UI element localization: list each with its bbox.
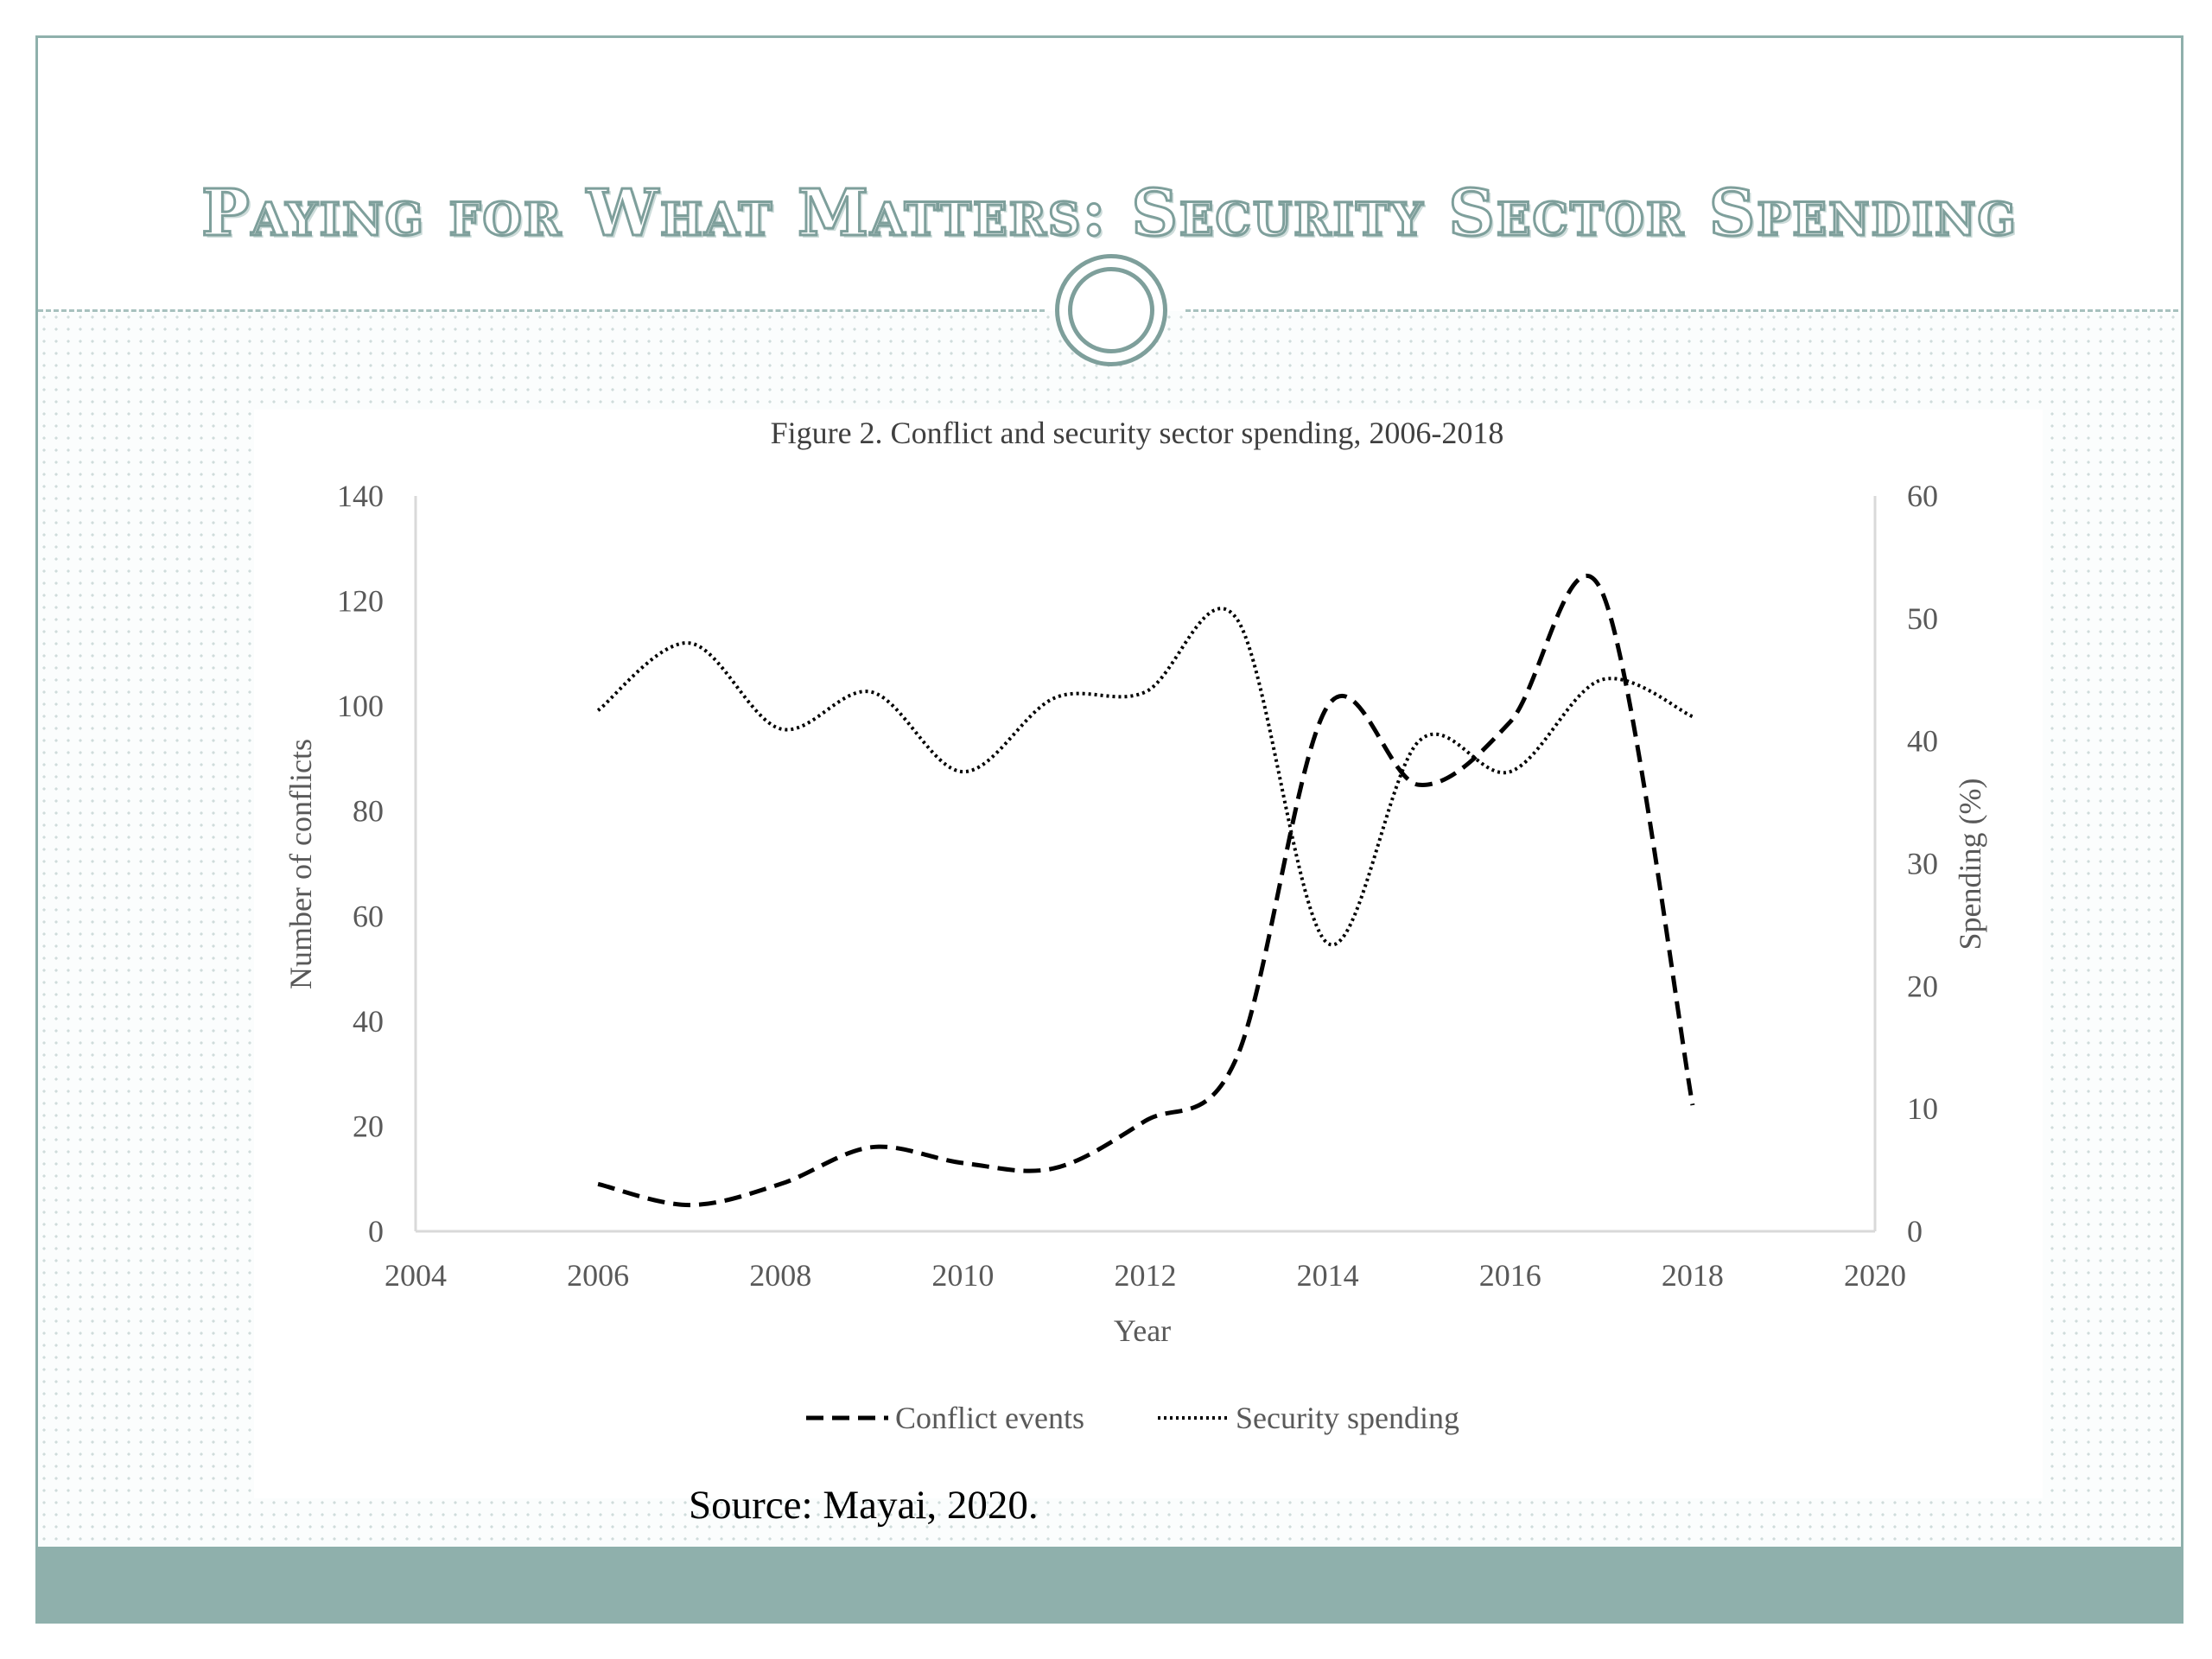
x-tick-label: 2012: [1115, 1258, 1177, 1293]
series-line-conflict-events: [597, 573, 1695, 1208]
y2-tick-label: 30: [1907, 847, 1938, 881]
y2-tick-label: 10: [1907, 1091, 1938, 1126]
chart-axes: [414, 496, 1877, 1233]
y2-tick-label: 60: [1907, 479, 1938, 513]
x-tick-label: 2018: [1662, 1258, 1724, 1293]
chart-ticks: 2004 2006 2008 2010 2012 2014 2016 2018 20200204…: [337, 479, 1938, 1293]
chart-panel: [254, 410, 2043, 1498]
y2-tick-label: 20: [1907, 969, 1938, 1003]
slide-title: Paying for What Matters: Security Sector…: [200, 175, 2018, 252]
x-tick-label: 2004: [385, 1258, 447, 1293]
ornament-circle-icon: [1055, 254, 1167, 366]
x-axis-label: Year: [1114, 1313, 1171, 1348]
title-divider-right: [1185, 309, 2181, 312]
y-tick-label: 120: [337, 584, 384, 619]
footer-bar: [38, 1547, 2181, 1621]
x-tick-label: 2016: [1479, 1258, 1541, 1293]
point-conflict-events-2017: [1599, 588, 1603, 592]
legend-label-conflict-events: Conflict events: [895, 1401, 1084, 1435]
legend: Conflict events Security spending: [806, 1401, 1459, 1435]
x-tick-label: 2014: [1297, 1258, 1359, 1293]
x-tick-label: 2008: [749, 1258, 811, 1293]
x-tick-label: 2006: [567, 1258, 629, 1293]
y-tick-label: 80: [353, 794, 384, 829]
y-axis-label: Number of conflicts: [283, 739, 318, 989]
y-tick-label: 140: [337, 479, 384, 513]
x-tick-label: 2010: [931, 1258, 994, 1293]
y2-tick-label: 50: [1907, 601, 1938, 636]
chart-title: Figure 2. Conflict and security sector s…: [771, 416, 1504, 450]
point-security-spending-2013: [1235, 617, 1238, 620]
x-tick-label: 2020: [1844, 1258, 1906, 1293]
legend-label-security-spending: Security spending: [1236, 1401, 1459, 1435]
point-conflict-events-2014: [1326, 704, 1330, 708]
y-tick-label: 0: [368, 1214, 384, 1249]
series-line-security-spending: [596, 607, 1694, 947]
y2-tick-label: 0: [1907, 1214, 1923, 1249]
chart-lines: [596, 573, 1695, 1208]
y-tick-label: 20: [353, 1109, 384, 1143]
slide-frame: Paying for What Matters: Security Sector…: [35, 35, 2183, 1624]
y-tick-label: 60: [353, 899, 384, 933]
source-text: Source: Mayai, 2020.: [689, 1483, 1039, 1528]
y2-tick-label: 40: [1907, 724, 1938, 759]
y2-axis-label: Spending (%): [1953, 779, 1987, 950]
title-divider-left: [38, 309, 1045, 312]
y-tick-label: 100: [337, 689, 384, 723]
y-tick-label: 40: [353, 1004, 384, 1039]
